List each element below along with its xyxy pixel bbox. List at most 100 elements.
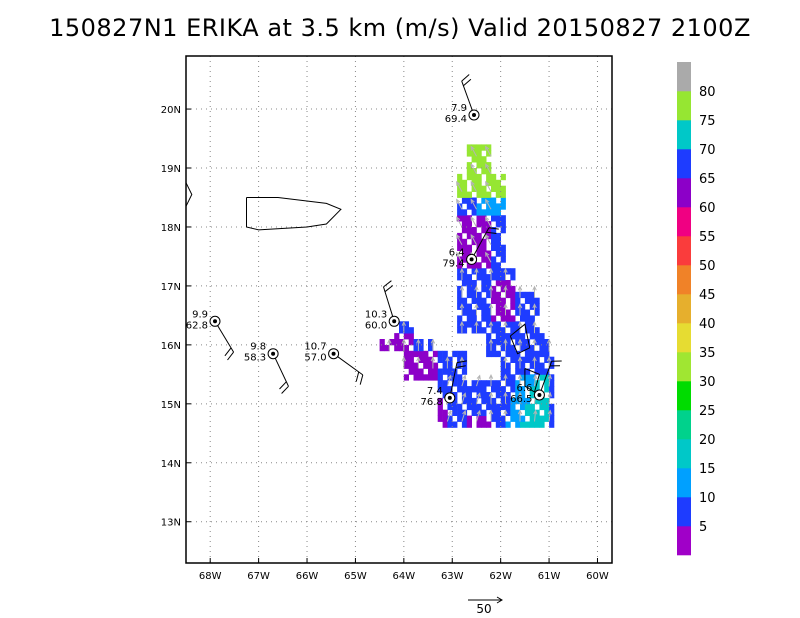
wind-speed-cell — [510, 380, 516, 387]
wind-speed-cell — [524, 397, 531, 405]
wind-speed-cell — [544, 380, 550, 387]
wind-speed-cell — [529, 303, 535, 310]
wind-speed-cell — [466, 386, 472, 393]
wind-speed-cell — [471, 150, 477, 157]
wind-speed-cell — [505, 339, 511, 346]
wind-speed-cell — [510, 291, 516, 299]
wind-speed-cell — [491, 215, 497, 222]
wind-speed-cell — [505, 321, 511, 328]
wind-speed-cell — [500, 303, 506, 310]
wind-speed-cell — [515, 303, 521, 310]
wind-speed-cell — [457, 409, 463, 416]
wind-speed-cell — [466, 144, 472, 151]
wind-vector-head — [533, 374, 538, 380]
wind-speed-cell — [486, 262, 492, 269]
wind-speed-cell — [534, 297, 540, 304]
wind-speed-cell — [476, 274, 482, 281]
wind-vector — [456, 181, 463, 192]
wind-speed-cell — [510, 268, 516, 275]
wind-speed-cell — [491, 179, 497, 187]
wind-barb-feather — [281, 385, 289, 394]
wind-speed-cell — [457, 415, 463, 422]
wind-speed-cell — [476, 303, 482, 310]
wind-speed-cell — [466, 150, 472, 157]
station-bottom-value: 69.4 — [445, 114, 467, 125]
wind-speed-cell — [471, 173, 477, 181]
wind-vector-head — [488, 409, 494, 415]
wind-speed-cell — [500, 327, 506, 334]
wind-vector-head — [517, 409, 523, 415]
wind-vector-head — [456, 233, 461, 240]
wind-vector — [548, 375, 551, 387]
wind-barb-feather — [279, 381, 287, 390]
wind-vector-head — [488, 267, 494, 273]
wind-speed-cell — [471, 185, 477, 192]
wind-vector-head — [533, 409, 538, 415]
wind-speed-cell — [495, 250, 501, 257]
wind-speed-cell — [466, 285, 472, 293]
station-bottom-value: 66.5 — [510, 394, 532, 405]
wind-speed-cell — [520, 291, 526, 299]
wind-speed-cell — [471, 321, 477, 328]
wind-speed-cell — [481, 185, 487, 192]
wind-speed-cell — [486, 315, 492, 322]
wind-speed-cell — [534, 386, 540, 393]
wind-speed-cell — [481, 162, 487, 169]
wind-speed-cell — [495, 321, 501, 328]
wind-speed-cell — [408, 368, 414, 375]
wind-vector — [461, 375, 466, 387]
wind-speed-cell — [471, 179, 477, 187]
wind-speed-cell — [515, 339, 521, 346]
wind-speed-cell — [515, 333, 521, 340]
wind-vector — [548, 410, 551, 422]
wind-speed-cell — [486, 309, 492, 316]
wind-speed-cell — [524, 380, 531, 387]
wind-speed-cell — [520, 403, 526, 411]
wind-speed-cell — [457, 374, 463, 381]
wind-speed-cell — [486, 280, 492, 287]
wind-speed-cell — [524, 309, 531, 316]
wind-vector — [456, 252, 463, 263]
wind-speed-cell — [466, 392, 472, 399]
wind-speed-cell — [505, 280, 511, 287]
wind-barb-staff — [272, 353, 289, 387]
wind-speed-cell — [481, 392, 487, 399]
station-marker-inner — [469, 257, 474, 262]
wind-speed-cell — [461, 268, 468, 275]
wind-speed-cell — [500, 415, 506, 422]
wind-speed-cell — [544, 374, 550, 381]
wind-speed-cell — [486, 144, 492, 151]
wind-speed-cell — [428, 374, 434, 381]
coastlines — [185, 182, 541, 393]
wind-speed-cell — [529, 392, 535, 399]
wind-vector-head — [485, 216, 490, 222]
wind-speed-cell — [481, 250, 487, 257]
wind-vector — [470, 164, 477, 175]
wind-speed-cell — [491, 350, 497, 358]
wind-vector-head — [470, 216, 475, 222]
wind-speed-cell — [500, 368, 506, 375]
wind-vector-head — [517, 373, 523, 379]
wind-speed-cell — [544, 356, 550, 363]
wind-speed-cell — [549, 380, 555, 387]
wind-speed-cell — [457, 232, 463, 240]
wind-speed-cell — [437, 374, 443, 381]
wind-speed-cell — [491, 227, 497, 234]
wind-speed-cell — [510, 333, 516, 340]
wind-vector-head — [517, 303, 523, 309]
wind-vector-head — [532, 285, 537, 291]
wind-speed-cell — [457, 315, 463, 322]
wind-speed-cell — [544, 409, 550, 416]
wind-speed-cell — [481, 409, 487, 416]
wind-vector-head — [503, 320, 508, 326]
wind-speed-cell — [461, 309, 468, 316]
wind-vector — [476, 393, 481, 404]
colorbar-label: 10 — [699, 491, 716, 506]
wind-speed-cell — [442, 368, 448, 375]
wind-speed-cell — [534, 421, 540, 428]
wind-speed-cell — [486, 162, 492, 169]
wind-vector — [456, 199, 463, 210]
wind-speed-cell — [520, 421, 526, 428]
wind-speed-cell — [437, 350, 443, 358]
wind-speed-cell — [486, 209, 492, 216]
